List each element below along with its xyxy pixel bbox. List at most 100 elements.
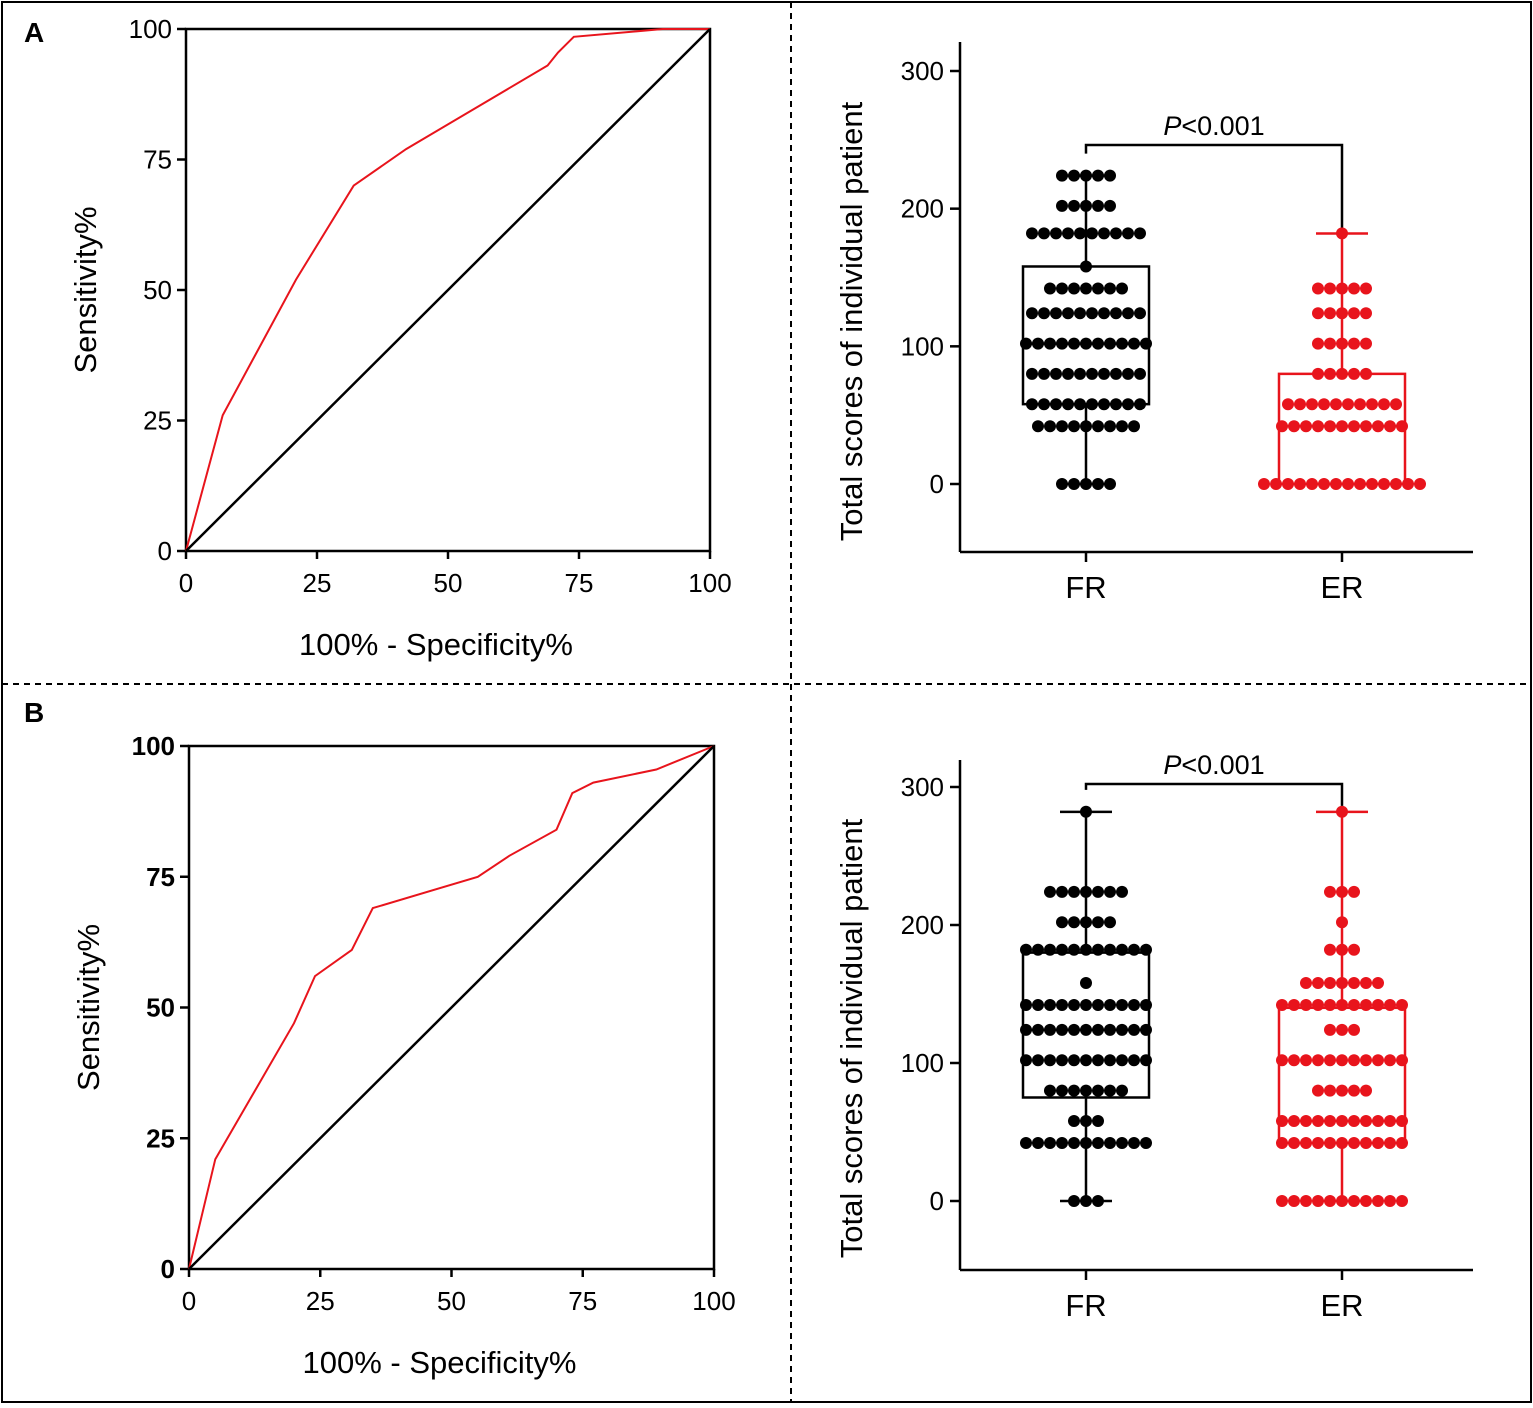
data-point — [1312, 1137, 1324, 1149]
data-point — [1116, 1137, 1128, 1149]
x-tick-label: 50 — [434, 568, 463, 598]
data-point — [1068, 1084, 1080, 1097]
category-label: ER — [1320, 1288, 1363, 1323]
data-point — [1122, 307, 1134, 320]
x-tick-label: 0 — [182, 1286, 196, 1316]
data-point — [1056, 169, 1068, 182]
y-tick-label: 100 — [901, 331, 944, 361]
data-point — [1372, 977, 1384, 989]
data-point — [1324, 977, 1336, 989]
data-point — [1104, 1137, 1116, 1149]
data-point — [1336, 307, 1348, 320]
data-point — [1080, 169, 1092, 182]
data-point — [1354, 478, 1366, 490]
data-point — [1032, 337, 1044, 350]
category-label: FR — [1065, 570, 1106, 605]
data-point — [1324, 367, 1336, 380]
data-point — [1348, 977, 1360, 989]
data-point — [1336, 337, 1348, 350]
data-point — [1336, 1115, 1348, 1127]
data-point — [1116, 999, 1128, 1011]
data-point — [1050, 367, 1062, 380]
data-point — [1026, 307, 1038, 320]
data-point — [1068, 1023, 1080, 1036]
data-point — [1330, 398, 1342, 411]
x-tick-label: 25 — [303, 568, 332, 598]
data-point — [1372, 1054, 1384, 1067]
data-point — [1396, 1115, 1408, 1127]
data-point — [1092, 169, 1104, 182]
data-point — [1056, 337, 1068, 350]
y-tick-label: 25 — [143, 406, 172, 436]
p-value-label: P<0.001 — [1163, 111, 1264, 141]
data-point — [1080, 1023, 1092, 1036]
data-point — [1140, 943, 1152, 956]
data-point — [1312, 1195, 1324, 1207]
data-point — [1348, 1084, 1360, 1097]
data-point — [1032, 943, 1044, 956]
data-point — [1080, 199, 1092, 212]
data-point — [1414, 478, 1426, 490]
y-axis-label: Total scores of individual patient — [834, 818, 869, 1258]
data-point — [1056, 885, 1068, 898]
data-point — [1098, 367, 1110, 380]
data-point — [1336, 1084, 1348, 1097]
data-point — [1348, 1054, 1360, 1067]
data-point — [1068, 1115, 1080, 1127]
data-point — [1336, 1195, 1348, 1207]
y-tick-label: 75 — [143, 145, 172, 175]
data-point — [1378, 478, 1390, 490]
data-point — [1140, 1137, 1152, 1149]
data-point — [1086, 367, 1098, 380]
data-point — [1294, 478, 1306, 490]
data-point — [1080, 1084, 1092, 1097]
data-point — [1372, 1115, 1384, 1127]
data-point — [1062, 398, 1074, 411]
data-point — [1068, 885, 1080, 898]
data-point — [1348, 943, 1360, 956]
x-tick-label: 50 — [437, 1286, 466, 1316]
data-point — [1080, 1195, 1092, 1207]
data-point — [1384, 999, 1396, 1011]
data-point — [1098, 398, 1110, 411]
data-point — [1366, 398, 1378, 411]
data-point — [1276, 1137, 1288, 1149]
data-point — [1324, 1084, 1336, 1097]
x-tick-label: 75 — [565, 568, 594, 598]
y-tick-label: 25 — [146, 1123, 175, 1153]
data-point — [1074, 398, 1086, 411]
category-label: ER — [1320, 570, 1363, 605]
x-tick-label: 75 — [568, 1286, 597, 1316]
panel-label-a: A — [24, 17, 44, 48]
y-tick-label: 200 — [901, 194, 944, 224]
data-point — [1068, 282, 1080, 295]
data-point — [1038, 307, 1050, 320]
data-point — [1020, 337, 1032, 350]
group-fr — [1020, 805, 1152, 1207]
data-point — [1110, 307, 1122, 320]
y-tick-label: 0 — [161, 1254, 175, 1284]
data-point — [1360, 282, 1372, 295]
data-point — [1128, 999, 1140, 1011]
data-point — [1336, 999, 1348, 1011]
data-point — [1360, 307, 1372, 320]
data-point — [1056, 1137, 1068, 1149]
x-axis-label: 100% - Specificity% — [299, 627, 573, 662]
data-point — [1044, 943, 1056, 956]
data-point — [1276, 420, 1288, 433]
data-point — [1020, 1137, 1032, 1149]
data-point — [1140, 1023, 1152, 1036]
data-point — [1092, 337, 1104, 350]
data-point — [1324, 337, 1336, 350]
data-point — [1038, 367, 1050, 380]
data-point — [1342, 398, 1354, 411]
data-point — [1032, 999, 1044, 1011]
data-point — [1348, 420, 1360, 433]
data-point — [1080, 337, 1092, 350]
data-point — [1360, 1195, 1372, 1207]
data-point — [1360, 977, 1372, 989]
data-point — [1336, 943, 1348, 956]
data-point — [1104, 1054, 1116, 1067]
data-point — [1360, 1137, 1372, 1149]
p-value-label: P<0.001 — [1163, 750, 1264, 780]
